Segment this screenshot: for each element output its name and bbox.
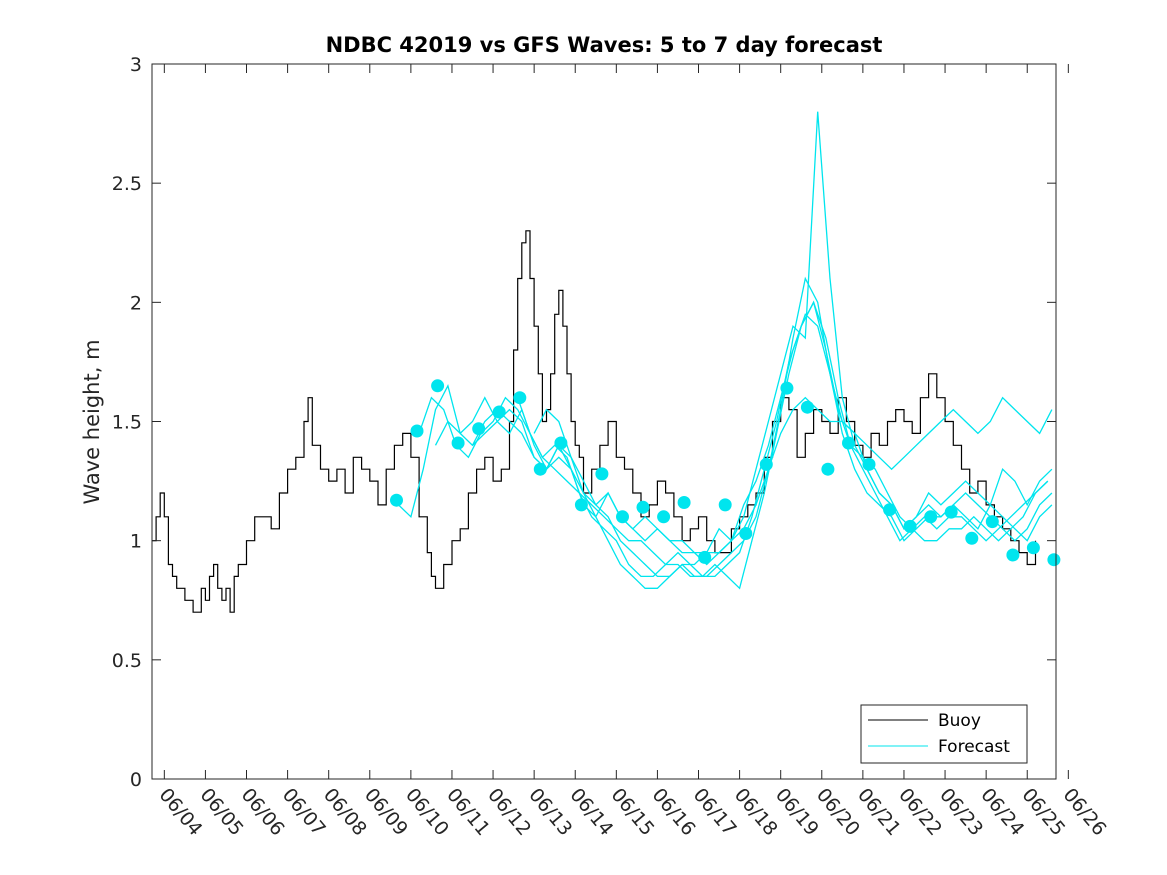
legend-label-forecast: Forecast [938,737,1010,757]
forecast-point [636,500,650,514]
forecast-point [883,503,897,517]
y-tick-label: 1 [130,531,142,553]
forecast-point [924,510,938,524]
forecast-point [739,527,753,540]
y-tick-label: 0 [130,769,142,791]
forecast-point [431,379,445,393]
y-tick-label: 2.5 [112,173,142,195]
forecast-point [698,550,712,564]
legend-label-buoy: Buoy [938,711,981,731]
forecast-point [965,531,979,545]
forecast-point [410,424,424,438]
forecast-point [616,510,629,524]
y-tick-label: 3 [130,54,142,76]
series-line-forecast-5 [517,300,1049,590]
forecast-point [657,510,671,524]
y-tick-label: 2 [130,292,142,314]
forecast-point [944,505,958,519]
series-line-forecast-2 [418,300,1049,578]
data-layer [152,111,1061,613]
forecast-point [595,467,609,481]
legend: Buoy Forecast [860,704,1028,764]
forecast-point [554,436,568,450]
forecast-point [513,391,527,405]
chart-title: NDBC 42019 vs GFS Waves: 5 to 7 day fore… [326,33,883,57]
forecast-point [718,498,732,512]
forecast-point [492,405,506,419]
forecast-point [985,515,999,529]
forecast-point [677,496,691,509]
forecast-point [390,493,403,507]
forecast-point [574,498,588,512]
legend-box [860,704,1028,764]
y-tick-label: 0.5 [112,650,142,672]
series-line-buoy [152,230,1037,613]
y-tick-label: 1.5 [112,412,142,434]
series-line-forecast-4 [471,111,1053,578]
forecast-point [472,422,486,436]
forecast-point [903,519,917,533]
forecast-point [759,457,773,471]
forecast-point [1047,553,1061,567]
forecast-point [842,436,855,450]
forecast-point [780,381,794,395]
y-axis-label: Wave height, m [80,339,104,504]
forecast-point [451,436,465,450]
forecast-point [821,462,835,476]
forecast-point [1006,548,1020,562]
forecast-point [1026,541,1040,555]
forecast-point [800,400,814,414]
forecast-point [533,462,547,476]
forecast-point [862,457,876,471]
